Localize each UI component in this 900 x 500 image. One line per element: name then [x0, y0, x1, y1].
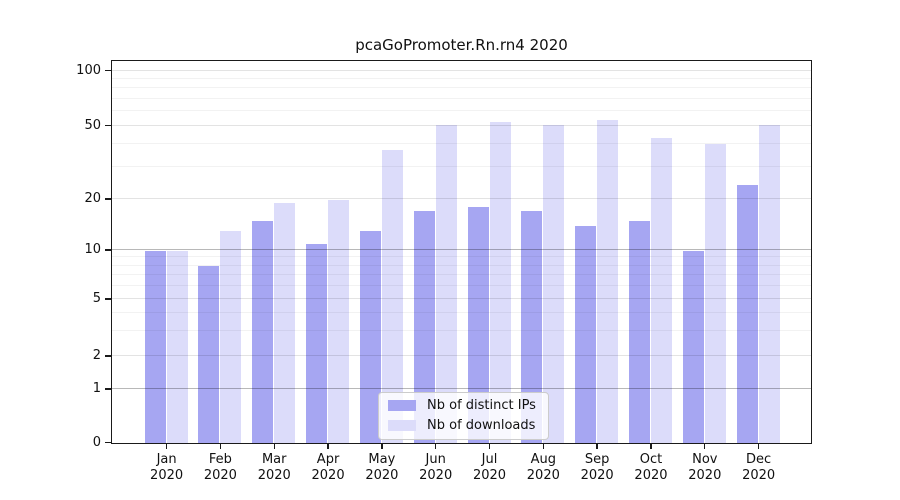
x-tick-label-may: May 2020: [365, 452, 399, 483]
x-tick-label-jan: Jan 2020: [150, 452, 184, 483]
x-tick-label-feb: Feb 2020: [203, 452, 237, 483]
y-tick-label-1: 1: [92, 381, 101, 396]
x-tick-label-aug: Aug 2020: [526, 452, 560, 483]
y-tick-mark-20: [105, 198, 111, 200]
bar-downloads-jan: [166, 250, 188, 443]
legend-label-distinct-ips: Nb of distinct IPs: [427, 398, 536, 413]
x-tick-label-nov: Nov 2020: [688, 452, 722, 483]
bar-distinct-ips-jan: [144, 250, 166, 443]
legend-label-downloads: Nb of downloads: [427, 418, 536, 433]
x-tick-mark-aug: [542, 444, 545, 449]
bar-downloads-feb: [220, 231, 242, 443]
bar-downloads-sep: [597, 120, 619, 443]
gridline-9: [112, 256, 811, 258]
x-tick-mark-jul: [488, 444, 491, 449]
bar-distinct-ips-sep: [575, 225, 597, 443]
y-tick-label-5: 5: [92, 291, 101, 306]
bar-distinct-ips-jul: [467, 207, 489, 443]
x-tick-mark-nov: [704, 444, 706, 449]
y-tick-label-50: 50: [84, 117, 101, 133]
plot-area: [111, 60, 812, 444]
gridlines-layer: [112, 61, 811, 443]
y-tick-mark-10: [105, 249, 111, 251]
x-tick-label-oct: Oct 2020: [634, 452, 668, 483]
y-tick-mark-1: [105, 388, 111, 390]
x-tick-label-sep: Sep 2020: [580, 452, 614, 483]
x-tick-mark-feb: [219, 444, 222, 449]
gridline-3: [112, 329, 811, 331]
gridline-7: [112, 274, 811, 276]
bar-downloads-mar: [274, 203, 296, 443]
x-tick-mark-may: [381, 444, 383, 449]
bar-downloads-aug: [543, 124, 565, 443]
x-tick-mark-oct: [650, 444, 652, 449]
gridline-80: [112, 87, 811, 89]
bar-downloads-apr: [328, 199, 350, 443]
gridline-8: [112, 264, 811, 266]
x-tick-mark-apr: [327, 444, 329, 449]
bar-distinct-ips-dec: [736, 184, 758, 443]
legend-swatch-downloads-icon: [388, 420, 416, 431]
bar-distinct-ips-nov: [682, 250, 704, 443]
x-tick-mark-sep: [596, 444, 598, 449]
gridline-100: [112, 69, 811, 71]
bar-downloads-dec: [758, 124, 780, 443]
y-tick-mark-100: [105, 70, 111, 72]
gridline-60: [112, 110, 811, 112]
bar-distinct-ips-aug: [521, 211, 543, 443]
x-tick-label-dec: Dec 2020: [742, 452, 776, 483]
x-tick-label-mar: Mar 2020: [257, 452, 291, 483]
legend-item-distinct-ips: Nb of distinct IPs: [388, 398, 536, 413]
x-tick-label-jun: Jun 2020: [419, 452, 453, 483]
y-tick-mark-2: [105, 355, 111, 357]
bar-distinct-ips-may: [359, 231, 381, 443]
y-tick-mark-0: [105, 441, 111, 444]
bar-downloads-jul: [489, 121, 511, 443]
y-tick-label-2: 2: [92, 348, 101, 363]
gridline-2: [112, 355, 811, 356]
x-tick-mark-dec: [757, 444, 760, 449]
bar-downloads-oct: [650, 138, 672, 443]
bar-distinct-ips-jun: [413, 211, 435, 443]
bar-downloads-nov: [704, 144, 726, 443]
legend-swatch-distinct-ips-icon: [388, 400, 416, 411]
bar-downloads-may: [381, 150, 403, 443]
y-tick-label-100: 100: [76, 62, 101, 78]
gridline-50: [112, 124, 811, 126]
gridline-30: [112, 165, 811, 167]
bar-distinct-ips-mar: [252, 220, 274, 443]
x-tick-mark-jan: [165, 444, 168, 449]
bar-distinct-ips-feb: [198, 266, 220, 443]
gridline-40: [112, 142, 811, 144]
y-tick-label-0: 0: [92, 434, 101, 450]
gridline-1: [112, 388, 811, 389]
x-tick-mark-mar: [273, 444, 275, 449]
bar-distinct-ips-apr: [306, 243, 328, 443]
bar-distinct-ips-oct: [628, 220, 650, 443]
legend-item-downloads: Nb of downloads: [388, 418, 536, 433]
x-tick-label-apr: Apr 2020: [311, 452, 345, 483]
y-tick-label-20: 20: [84, 191, 101, 206]
chart-title: pcaGoPromoter.Rn.rn4 2020: [355, 36, 568, 54]
gridline-10: [112, 249, 811, 251]
gridline-5: [112, 298, 811, 299]
x-tick-label-jul: Jul 2020: [472, 452, 507, 483]
gridline-90: [112, 78, 811, 80]
y-tick-mark-5: [105, 298, 111, 300]
gridline-70: [112, 98, 811, 99]
gridline-6: [112, 285, 811, 287]
y-tick-mark-50: [105, 124, 111, 127]
gridline-4: [112, 311, 811, 313]
gridline-20: [112, 198, 811, 199]
y-tick-label-10: 10: [84, 242, 101, 258]
x-tick-mark-jun: [435, 444, 437, 449]
bars-layer: [112, 61, 811, 443]
legend: Nb of distinct IPs Nb of downloads: [378, 392, 549, 440]
bar-downloads-jun: [435, 124, 457, 443]
